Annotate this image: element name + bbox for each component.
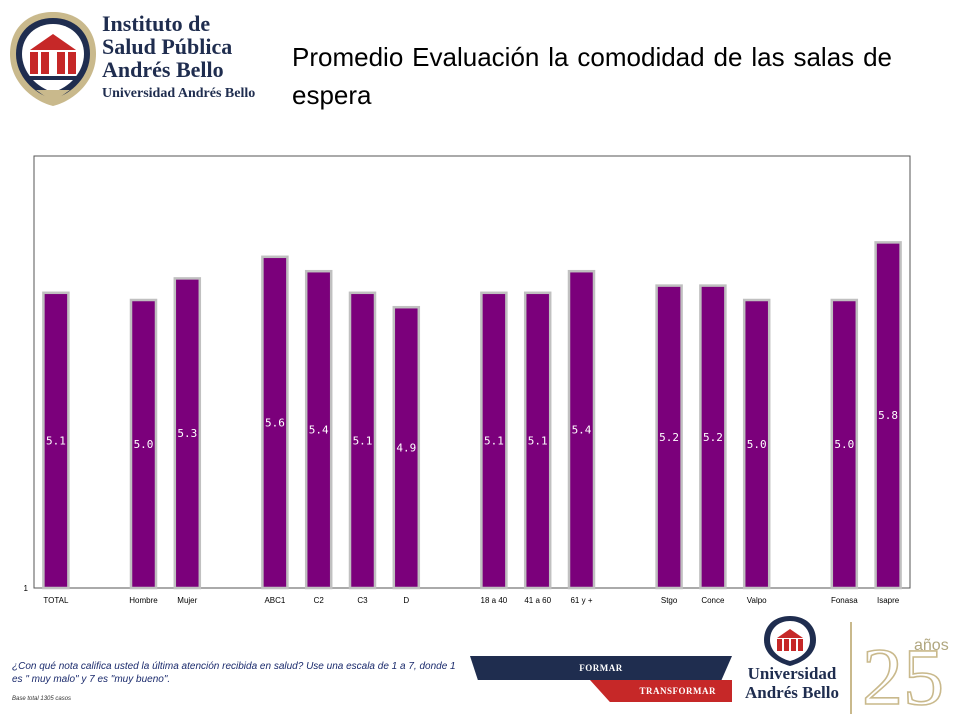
data-label: 5.8 — [878, 409, 898, 422]
bar — [261, 255, 289, 590]
data-label: 5.0 — [834, 438, 854, 451]
anniversary-word: años — [914, 637, 949, 654]
bar — [348, 291, 377, 590]
x-tick-label: Valpo — [747, 596, 767, 605]
data-label: 5.2 — [659, 431, 679, 444]
bar — [523, 291, 552, 590]
footer-divider — [850, 622, 852, 714]
page-title: Promedio Evaluación la comodidad de las … — [292, 42, 892, 110]
transformar-banner: TRANSFORMAR — [590, 680, 732, 702]
logo-line-1: Instituto de — [102, 11, 211, 36]
x-tick-label: 61 y + — [570, 596, 592, 605]
bar — [742, 298, 771, 590]
x-tick-label: 18 a 40 — [481, 596, 508, 605]
bar — [480, 291, 508, 590]
bar — [567, 269, 596, 590]
data-label: 5.4 — [309, 424, 329, 437]
data-label: 5.0 — [747, 438, 767, 451]
university-line-2: Andrés Bello — [745, 683, 839, 702]
instituto-logo — [10, 12, 96, 106]
bar — [304, 269, 333, 590]
bar — [173, 277, 202, 590]
instituto-logo-text: Instituto de Salud Pública Andrés Bello … — [102, 12, 255, 102]
bar — [874, 241, 902, 590]
data-label: 5.1 — [484, 434, 504, 447]
university-name: Universidad Andrés Bello — [744, 664, 840, 702]
anniversary-number: 25 — [862, 631, 944, 716]
data-label: 5.1 — [528, 434, 548, 447]
shield-emblem-icon — [10, 12, 96, 106]
x-tick-label: Mujer — [177, 596, 197, 605]
x-tick-label: Isapre — [877, 596, 900, 605]
data-label: 5.1 — [46, 434, 66, 447]
data-label: 5.0 — [134, 438, 154, 451]
x-tick-label: ABC1 — [264, 596, 285, 605]
data-label: 5.4 — [572, 424, 592, 437]
x-tick-label: 41 a 60 — [524, 596, 551, 605]
x-tick-label: D — [403, 596, 409, 605]
bar — [699, 284, 727, 590]
university-shield-icon — [764, 616, 816, 666]
data-label: 5.6 — [265, 416, 285, 429]
data-label: 5.1 — [353, 434, 373, 447]
bar-chart: 5.1 TOTAL 5.0 Hombre 5.3 Mujer 5.6 ABC1 5.4 C2 5.1… — [24, 155, 911, 605]
data-label: 4.9 — [396, 442, 416, 455]
x-tick-label: Stgo — [661, 596, 678, 605]
bar — [392, 305, 421, 590]
bar — [42, 291, 70, 590]
bar — [830, 298, 859, 590]
base-note: Base total 1305 casos — [12, 696, 72, 702]
formar-banner: FORMAR — [470, 656, 732, 680]
x-tick-label: Conce — [701, 596, 725, 605]
y-tick-label: 1 — [24, 584, 29, 593]
x-tick-label: TOTAL — [43, 596, 69, 605]
logo-line-4: Universidad Andrés Bello — [102, 86, 256, 102]
x-tick-label: Fonasa — [831, 596, 858, 605]
survey-question: ¿Con qué nota califica usted la última a… — [12, 661, 456, 685]
x-tick-label: Hombre — [129, 596, 158, 605]
x-tick-label: C2 — [314, 596, 325, 605]
bar — [655, 284, 683, 590]
bar — [129, 298, 158, 590]
x-tick-label: C3 — [357, 596, 368, 605]
anniversary-logo: 25 años — [861, 630, 949, 716]
university-line-1: Universidad — [747, 664, 837, 683]
logo-line-3: Andrés Bello — [102, 57, 224, 83]
plot-frame — [33, 155, 911, 589]
data-label: 5.3 — [177, 427, 197, 440]
data-label: 5.2 — [703, 431, 723, 444]
logo-line-2: Salud Pública — [102, 34, 233, 60]
